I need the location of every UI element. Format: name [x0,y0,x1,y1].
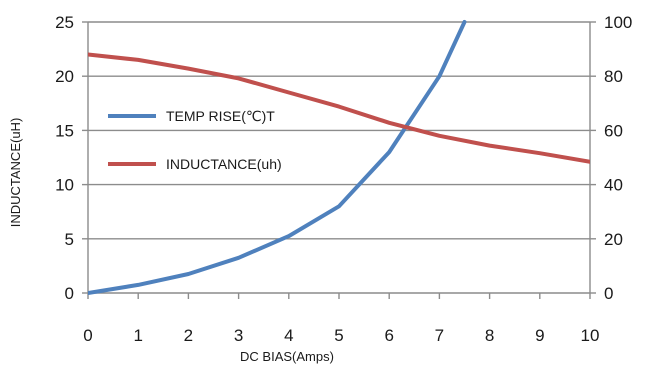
legend: TEMP RISE(℃)T INDUCTANCE(uh) [108,108,282,172]
y-axis-label: INDUCTANCE(uH) [8,118,23,228]
legend-label: INDUCTANCE(uh) [166,156,282,172]
y-tick-label: 20 [55,67,74,86]
y-tick-label: 5 [65,230,74,249]
x-tick-label: 4 [284,326,293,345]
x-axis-label: DC BIAS(Amps) [240,349,334,364]
x-tick-label: 9 [535,326,544,345]
x-tick-label: 1 [133,326,142,345]
x-tick-label: 8 [485,326,494,345]
x-tick-label: 5 [334,326,343,345]
y2-tick-label: 0 [604,284,613,303]
y-tick-label: 10 [55,176,74,195]
y2-tick-label: 20 [604,230,623,249]
series-lines [88,20,590,295]
y-tick-label: 25 [55,13,74,32]
tick-labels: 0 5 10 15 20 25 0 20 40 60 80 100 0 1 2 3 4 5 6 7 8 9 10 [55,13,632,345]
y2-tick-label: 80 [604,67,623,86]
y2-tick-label: 60 [604,121,623,140]
x-tick-label: 2 [184,326,193,345]
series-line-inductance [88,52,590,164]
x-tick-label: 3 [234,326,243,345]
legend-label: TEMP RISE(℃)T [166,108,275,124]
axes [82,21,596,299]
y-tick-label: 0 [65,284,74,303]
y2-tick-label: 40 [604,176,623,195]
y2-tick-label: 100 [604,13,632,32]
x-tick-label: 0 [83,326,92,345]
y-tick-label: 15 [55,121,74,140]
x-tick-label: 6 [384,326,393,345]
series-line-temp-rise [88,20,467,295]
x-tick-label: 7 [435,326,444,345]
x-tick-label: 10 [581,326,600,345]
grid-lines [88,21,590,240]
